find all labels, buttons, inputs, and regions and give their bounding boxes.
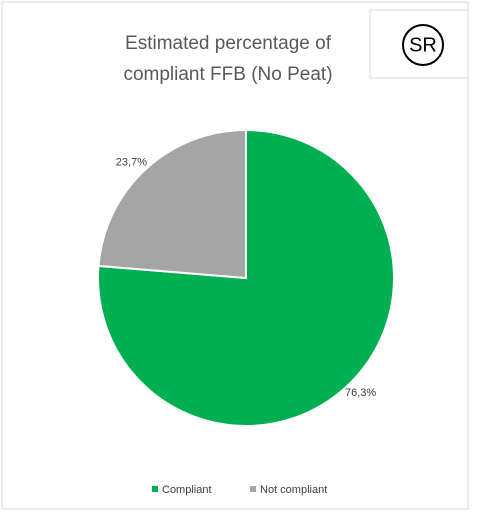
data-label: 23,7%	[116, 157, 147, 169]
badge-box	[369, 9, 469, 79]
legend-swatch	[250, 486, 256, 492]
legend-swatch	[152, 486, 158, 492]
badge-text: SR	[409, 34, 437, 56]
pie-slice	[97, 128, 247, 280]
chart-frame	[1, 1, 469, 510]
legend-label: Compliant	[162, 484, 212, 496]
data-label: 76,3%	[345, 387, 376, 399]
legend-label: Not compliant	[260, 484, 327, 496]
badge-circle	[402, 24, 444, 66]
chart-title: Estimated percentage of compliant FFB (N…	[123, 33, 333, 85]
